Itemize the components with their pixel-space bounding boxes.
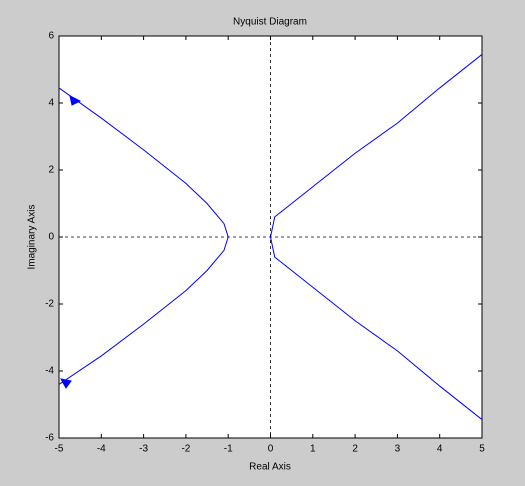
x-tick-label: 4 — [437, 444, 443, 455]
y-tick-label: -6 — [45, 433, 54, 444]
y-axis-label: Imaginary Axis — [27, 204, 38, 269]
y-tick-label: -4 — [45, 366, 54, 377]
chart-title: Nyquist Diagram — [233, 17, 307, 28]
y-tick-label: 6 — [48, 31, 54, 42]
nyquist-curve — [269, 54, 483, 420]
y-tick-label: 4 — [48, 98, 54, 109]
x-tick-label: 2 — [352, 444, 358, 455]
x-tick-label: 3 — [395, 444, 401, 455]
y-tick-label: 2 — [48, 165, 54, 176]
x-tick-label: 1 — [310, 444, 316, 455]
x-tick-label: -5 — [55, 444, 64, 455]
x-tick-label: -3 — [139, 444, 148, 455]
x-tick-label: -4 — [97, 444, 106, 455]
x-axis-label: Real Axis — [249, 462, 291, 473]
x-tick-label: 5 — [479, 444, 485, 455]
y-tick-label: -2 — [45, 299, 54, 310]
x-tick-label: -2 — [181, 444, 190, 455]
x-tick-label: -1 — [224, 444, 233, 455]
y-tick-label: 0 — [48, 232, 54, 243]
direction-arrow — [69, 95, 82, 106]
nyquist-curve — [58, 87, 229, 385]
x-tick-label: 0 — [268, 444, 274, 455]
